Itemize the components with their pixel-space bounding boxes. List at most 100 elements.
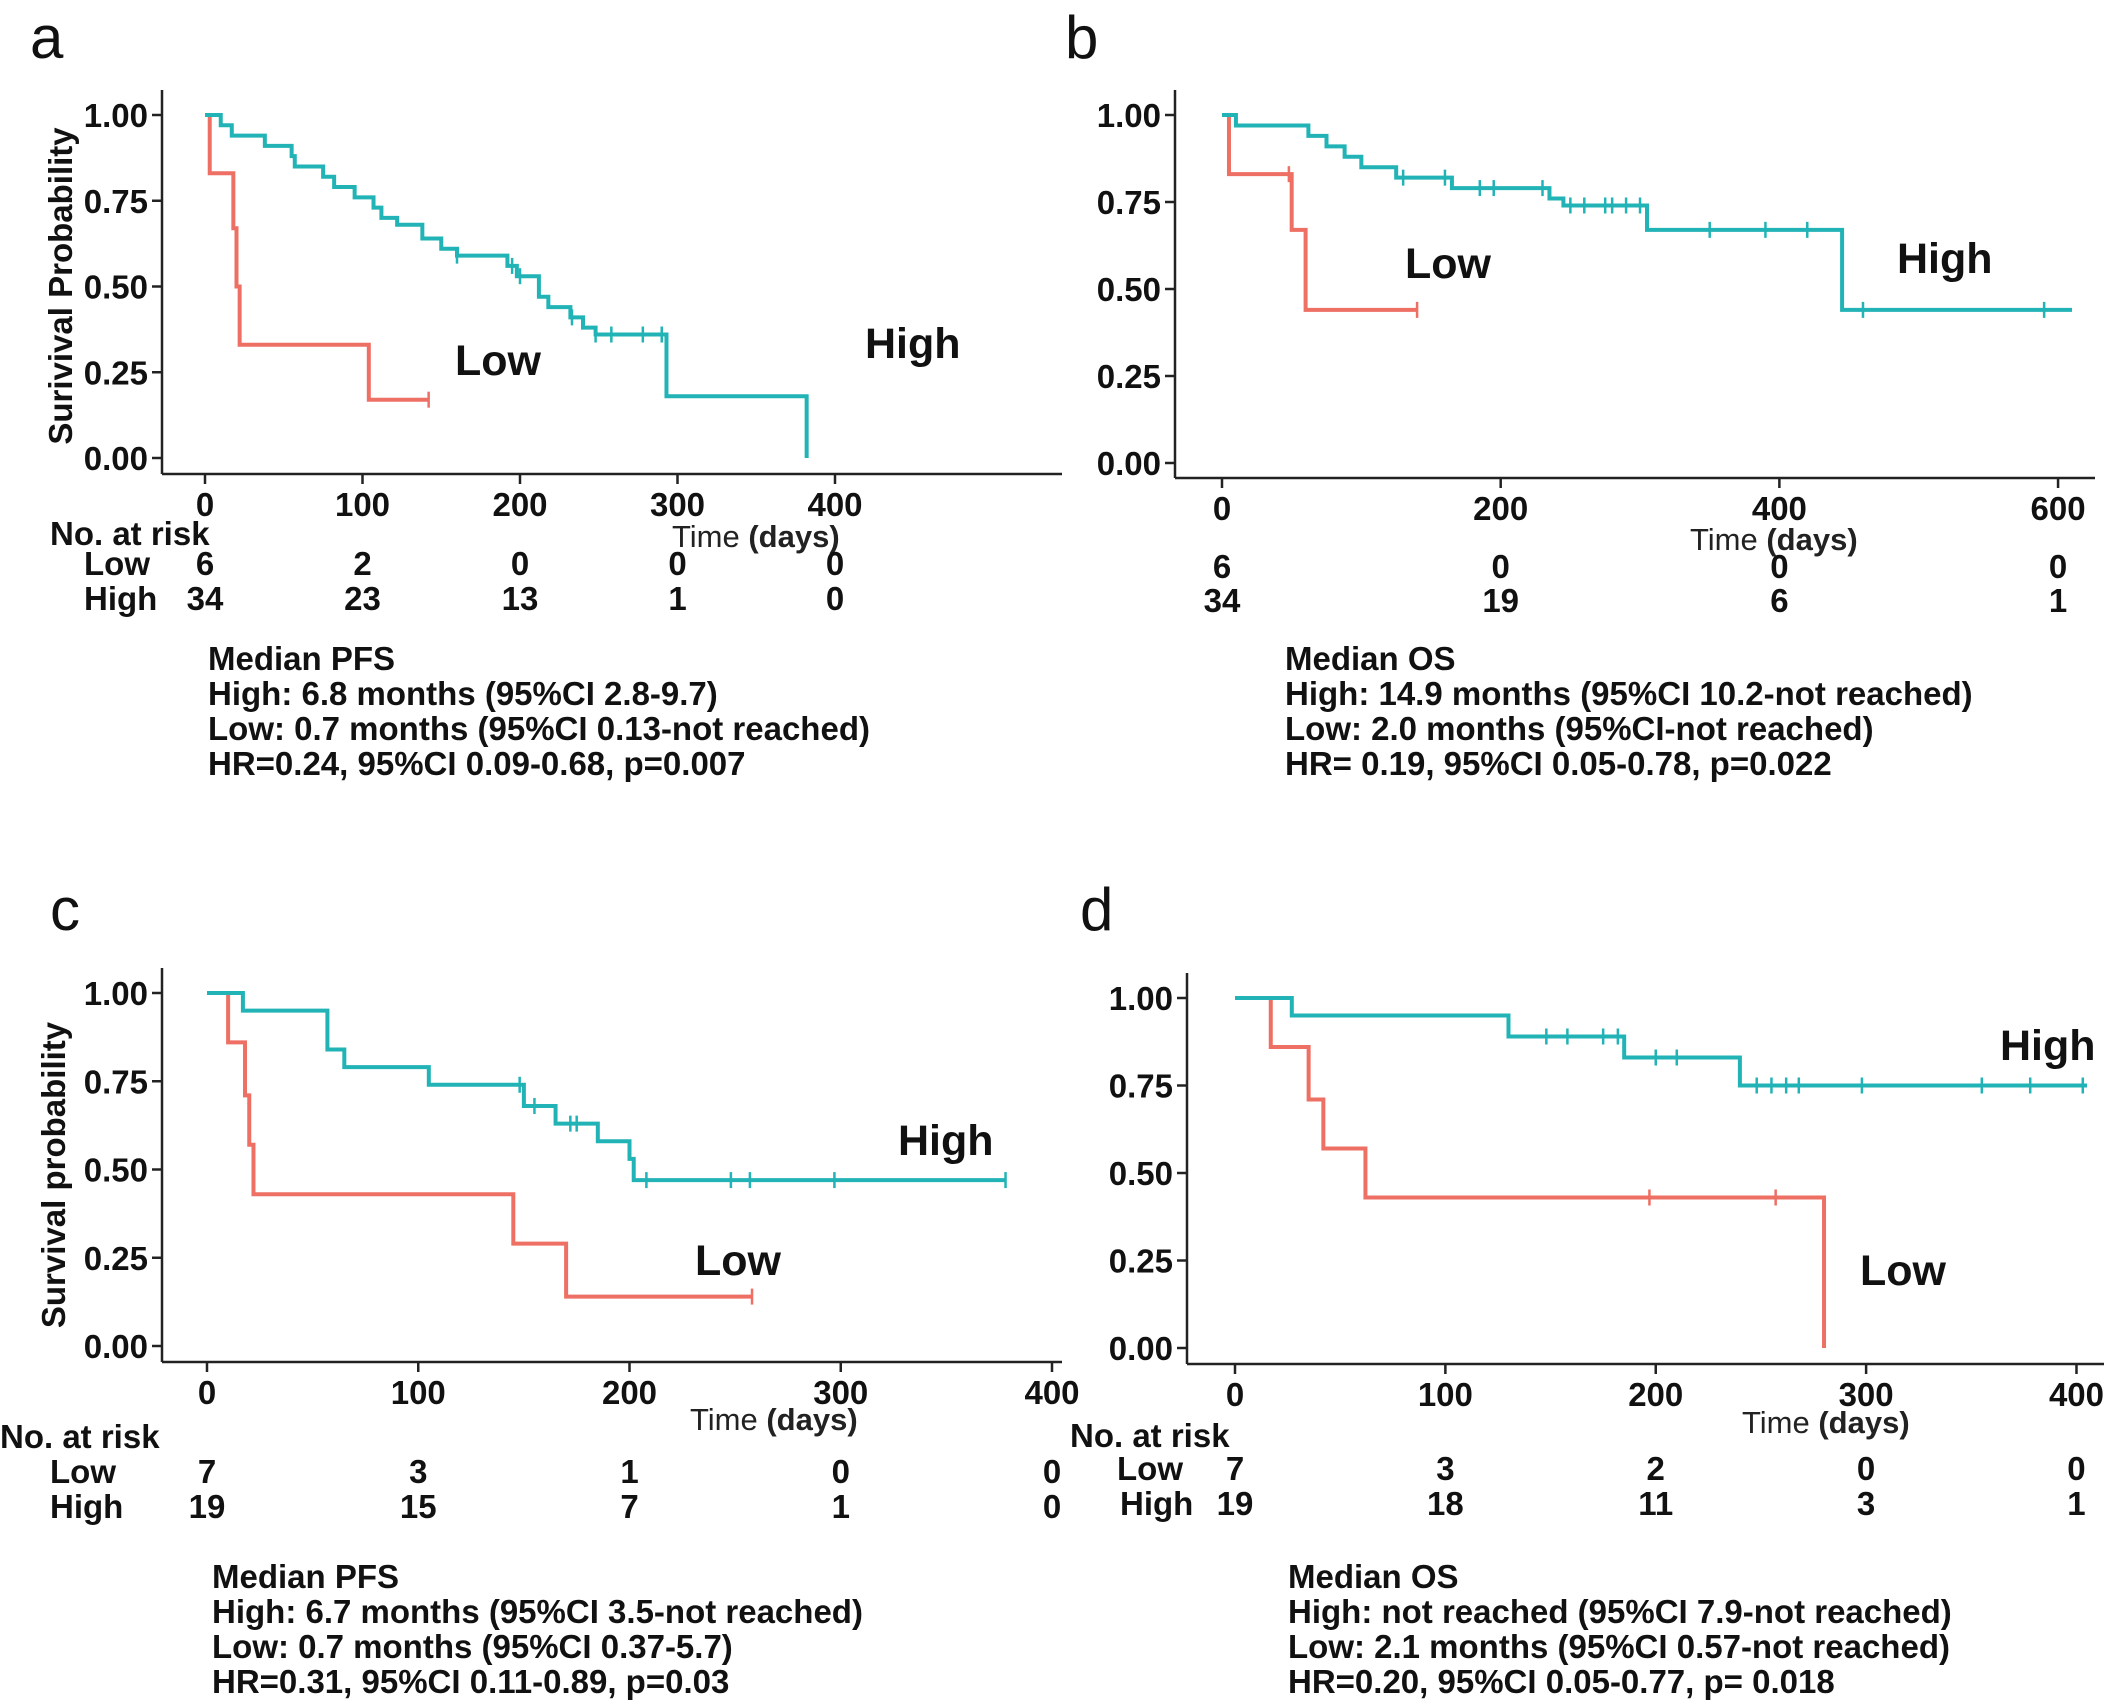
risk-count-high: 0 xyxy=(826,580,844,617)
risk-count-high: 0 xyxy=(1043,1488,1061,1525)
x-axis-label-unit: (days) xyxy=(1766,522,1857,557)
series-line-low xyxy=(205,113,429,402)
risk-count-high: 1 xyxy=(2049,582,2067,619)
summary-line: Median PFS xyxy=(208,640,395,677)
x-tick-label: 400 xyxy=(1752,490,1807,527)
risk-count-high: 34 xyxy=(187,580,224,617)
summary-line: Low: 0.7 months (95%CI 0.37-5.7) xyxy=(212,1628,733,1665)
risk-count-low: 0 xyxy=(826,545,844,582)
x-tick-label: 300 xyxy=(813,1374,868,1411)
risk-label-high: High xyxy=(50,1488,123,1525)
risk-count-low: 0 xyxy=(2049,548,2067,585)
risk-count-low: 0 xyxy=(511,545,529,582)
y-tick-label: 0.25 xyxy=(1109,1243,1173,1280)
x-tick-label: 200 xyxy=(1473,490,1528,527)
y-tick-label: 0.25 xyxy=(1097,358,1161,395)
risk-count-low: 0 xyxy=(668,545,686,582)
summary-line: HR= 0.19, 95%CI 0.05-0.78, p=0.022 xyxy=(1285,745,1832,782)
summary-line: HR=0.20, 95%CI 0.05-0.77, p= 0.018 xyxy=(1288,1663,1835,1700)
series-line-high xyxy=(207,991,1006,1183)
x-tick-label: 400 xyxy=(2049,1376,2104,1413)
y-tick-label: 0.75 xyxy=(1097,184,1161,221)
risk-count-high: 6 xyxy=(1770,582,1788,619)
risk-count-high: 15 xyxy=(400,1488,437,1525)
risk-count-high: 1 xyxy=(2067,1485,2085,1522)
y-tick-label: 1.00 xyxy=(1109,980,1173,1017)
risk-count-low: 7 xyxy=(198,1453,216,1490)
y-tick-label: 0.50 xyxy=(84,269,148,306)
risk-count-low: 1 xyxy=(620,1453,638,1490)
y-tick-label: 0.25 xyxy=(84,354,148,391)
y-tick-label: 1.00 xyxy=(84,97,148,134)
y-tick-label: 0.25 xyxy=(84,1240,148,1277)
x-axis-label: Time (days) xyxy=(1690,522,1858,557)
y-axis-label: Survival probability xyxy=(35,1021,72,1328)
risk-table-title: No. at risk xyxy=(0,1418,160,1455)
panel-label: a xyxy=(30,4,64,71)
x-axis-label-time: Time xyxy=(1690,522,1766,557)
risk-count-high: 3 xyxy=(1857,1485,1875,1522)
x-tick-label: 100 xyxy=(335,486,390,523)
series-line-high xyxy=(1222,113,2072,312)
curve-label-low: Low xyxy=(1405,240,1492,288)
summary-line: High: 6.7 months (95%CI 3.5-not reached) xyxy=(212,1593,863,1630)
x-tick-label: 0 xyxy=(1213,490,1231,527)
summary-line: Median OS xyxy=(1285,640,1456,677)
series-line-low xyxy=(1235,996,1827,1348)
x-axis-label: Time (days) xyxy=(1742,1405,1910,1440)
risk-count-low: 3 xyxy=(409,1453,427,1490)
risk-count-high: 19 xyxy=(1482,582,1519,619)
curve-label-low: Low xyxy=(695,1237,782,1285)
summary-line: High: 14.9 months (95%CI 10.2-not reache… xyxy=(1285,675,1973,712)
x-tick-label: 100 xyxy=(1418,1376,1473,1413)
y-tick-label: 1.00 xyxy=(84,975,148,1012)
risk-label-high: High xyxy=(84,580,157,617)
risk-count-high: 1 xyxy=(832,1488,850,1525)
x-axis-label: Time (days) xyxy=(690,1402,858,1437)
risk-count-high: 23 xyxy=(344,580,381,617)
risk-count-low: 7 xyxy=(1226,1450,1244,1487)
y-tick-label: 0.50 xyxy=(84,1152,148,1189)
risk-label-low: Low xyxy=(1117,1450,1183,1487)
y-tick-label: 0.00 xyxy=(84,440,148,477)
x-tick-label: 400 xyxy=(807,486,862,523)
curve-label-high: High xyxy=(898,1117,994,1165)
x-tick-label: 600 xyxy=(2031,490,2086,527)
curve-label-high: High xyxy=(865,320,961,368)
risk-table-title: No. at risk xyxy=(1070,1417,1230,1454)
summary-line: Low: 0.7 months (95%CI 0.13-not reached) xyxy=(208,710,870,747)
risk-label-low: Low xyxy=(50,1453,116,1490)
series-line-high xyxy=(1235,996,2087,1088)
risk-label-low: Low xyxy=(84,545,150,582)
summary-line: Median OS xyxy=(1288,1558,1459,1595)
summary-line: Median PFS xyxy=(212,1558,399,1595)
risk-count-high: 11 xyxy=(1638,1485,1673,1522)
y-axis-label: Surivival Probability xyxy=(42,127,79,445)
risk-count-low: 0 xyxy=(2067,1450,2085,1487)
risk-count-low: 0 xyxy=(1857,1450,1875,1487)
risk-count-high: 19 xyxy=(189,1488,226,1525)
risk-table-title: No. at risk xyxy=(50,515,210,552)
risk-count-low: 2 xyxy=(1647,1450,1665,1487)
panel-label: b xyxy=(1065,4,1098,71)
y-tick-label: 0.75 xyxy=(84,1063,148,1100)
series-line-low xyxy=(1222,113,1418,312)
panel-label: d xyxy=(1080,876,1113,943)
x-axis-label-time: Time xyxy=(1742,1405,1818,1440)
panel-c: c0.000.250.500.751.000 100 200 300 400Surviv… xyxy=(0,876,1080,1700)
risk-count-high: 19 xyxy=(1217,1485,1254,1522)
risk-count-high: 7 xyxy=(620,1488,638,1525)
curve-label-low: Low xyxy=(1860,1247,1947,1295)
x-axis-label-time: Time xyxy=(690,1402,766,1437)
curve-label-high: High xyxy=(2000,1022,2096,1070)
summary-line: HR=0.31, 95%CI 0.11-0.89, p=0.03 xyxy=(212,1663,729,1700)
x-tick-label: 400 xyxy=(1024,1374,1079,1411)
risk-count-low: 0 xyxy=(1770,548,1788,585)
summary-line: High: not reached (95%CI 7.9-not reached… xyxy=(1288,1593,1952,1630)
risk-count-low: 6 xyxy=(1213,548,1231,585)
curve-label-low: Low xyxy=(455,337,542,385)
risk-count-low: 0 xyxy=(832,1453,850,1490)
risk-count-low: 2 xyxy=(353,545,371,582)
